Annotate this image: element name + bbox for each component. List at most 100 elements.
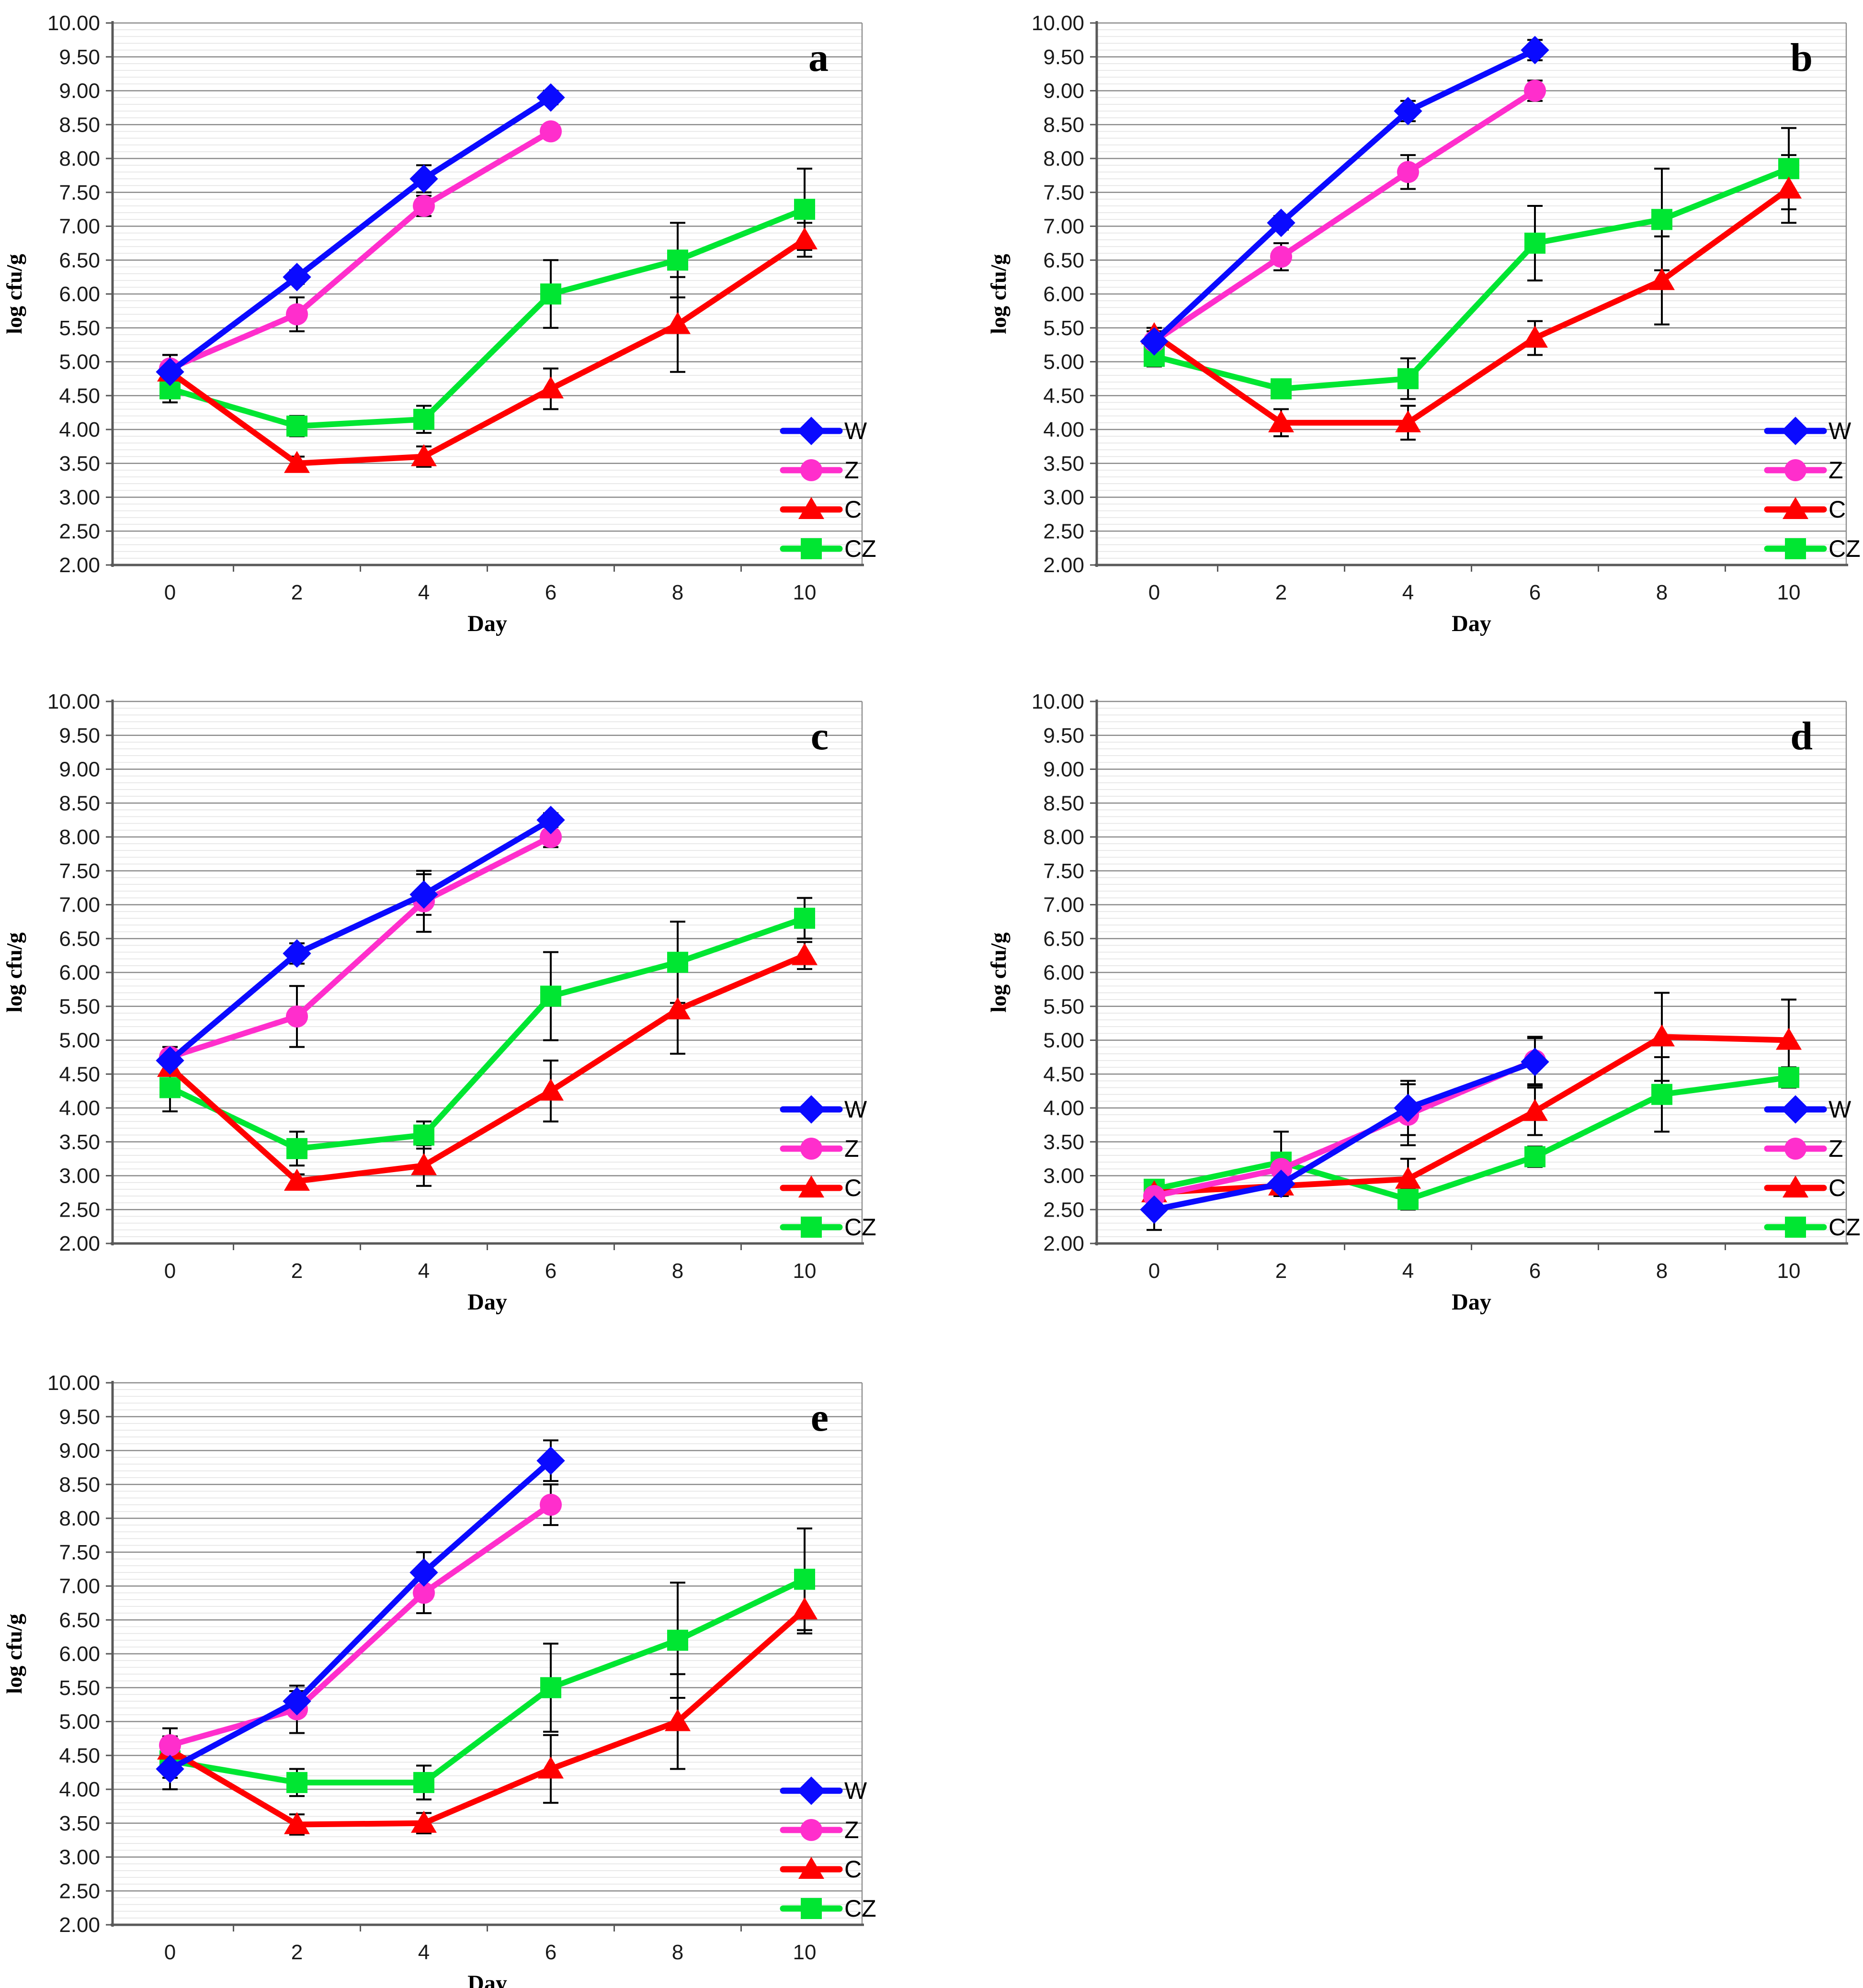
series-W-marker-day6 (1521, 1048, 1549, 1076)
x-tick-label: 2 (1275, 1259, 1287, 1283)
legend-marker-CZ (1785, 1217, 1806, 1238)
y-tick-labels: 2.00 2.50 3.00 3.50 4.00 4.50 5.00 5.50 6.00 6.50… (1032, 11, 1097, 577)
series-CZ-marker-day10 (1778, 1067, 1799, 1088)
x-axis-title: Day (1452, 611, 1491, 636)
y-tick-label: 5.00 (59, 1029, 100, 1052)
y-tick-label: 8.50 (59, 791, 100, 815)
y-tick-label: 8.00 (59, 825, 100, 849)
series-C-marker-day10 (1776, 1028, 1802, 1050)
series-W (156, 83, 565, 386)
legend-marker-C (1783, 1175, 1808, 1197)
series-Z-marker-day2 (1270, 1158, 1292, 1180)
y-tick-label: 10.00 (47, 11, 100, 35)
series-W-marker-day4 (1394, 1094, 1422, 1122)
x-tick-label: 2 (1275, 581, 1287, 604)
y-tick-label: 2.00 (1043, 553, 1084, 577)
series-W-marker-day4 (1394, 97, 1422, 125)
major-gridlines (1097, 700, 1846, 1244)
x-tick-label: 10 (793, 1259, 817, 1283)
legend-label-CZ: CZ (1829, 1214, 1861, 1241)
x-tick-label: 4 (418, 581, 430, 604)
series-CZ-marker-day2 (1271, 378, 1292, 400)
legend-label-CZ: CZ (1829, 535, 1861, 562)
series-Z (159, 120, 562, 380)
y-tick-label: 4.00 (59, 418, 100, 441)
series-Z-marker-day4 (413, 195, 435, 217)
y-axis-title: log cfu/g (2, 254, 26, 334)
legend-label-W: W (844, 418, 867, 444)
series-C-marker-day6 (538, 1078, 564, 1101)
series-CZ-marker-day8 (667, 1629, 688, 1651)
y-tick-label: 9.50 (1043, 45, 1084, 69)
y-tick-label: 5.00 (59, 350, 100, 374)
series-CZ-marker-day10 (794, 1569, 815, 1590)
series-W-marker-day2 (283, 939, 311, 968)
y-tick-label: 3.00 (59, 1164, 100, 1188)
y-tick-label: 7.50 (59, 181, 100, 204)
y-tick-label: 8.50 (59, 1473, 100, 1496)
series-Z-marker-day4 (1397, 161, 1419, 183)
series-C-marker-day8 (665, 997, 691, 1019)
series-C-line (1151, 186, 1792, 426)
y-tick-labels: 2.00 2.50 3.00 3.50 4.00 4.50 5.00 5.50 6.00 6.50… (47, 690, 113, 1255)
y-tick-label: 2.50 (59, 1879, 100, 1903)
legend-label-W: W (844, 1096, 867, 1123)
series-CZ-marker-day6 (1524, 1146, 1545, 1167)
series-CZ-marker-day4 (1397, 368, 1419, 389)
x-tick-label: 2 (291, 1259, 303, 1283)
x-tick-label: 8 (672, 1259, 683, 1283)
y-tick-label: 3.00 (1043, 486, 1084, 509)
series-Z-marker-day6 (540, 120, 562, 143)
y-tick-label: 2.50 (59, 520, 100, 543)
y-tick-label: 9.00 (1043, 79, 1084, 103)
series-C-marker-day4 (411, 1810, 437, 1833)
y-tick-label: 6.00 (59, 282, 100, 306)
series-C-marker-day10 (792, 227, 818, 249)
legend-label-Z: Z (844, 1817, 859, 1843)
y-tick-label: 9.50 (59, 724, 100, 747)
y-axis-title: log cfu/g (2, 932, 26, 1012)
series-W-marker-day0 (156, 358, 184, 386)
x-tick-label: 4 (1402, 1259, 1414, 1283)
x-tick-label: 6 (545, 581, 557, 604)
x-tick-label: 8 (1656, 1259, 1668, 1283)
legend-label-C: C (844, 1175, 862, 1201)
x-axis-title: Day (1452, 1289, 1491, 1315)
y-tick-label: 8.00 (59, 147, 100, 170)
series-W (1140, 1048, 1549, 1224)
y-tick-label: 6.00 (1043, 282, 1084, 306)
chart-e-plot: 2.00 2.50 3.00 3.50 4.00 4.50 5.00 5.50 6.00 6.50… (2, 1371, 876, 1988)
panel-letter-e: e (811, 1395, 829, 1440)
x-tick-label: 0 (1148, 581, 1160, 604)
series-C-marker-day2 (284, 451, 310, 473)
x-tick-label: 2 (291, 1941, 303, 1964)
series-CZ-marker-day4 (1397, 1189, 1419, 1210)
y-tick-label: 7.00 (59, 215, 100, 238)
series-CZ (159, 199, 815, 437)
series-Z (159, 1493, 562, 1757)
y-tick-label: 5.00 (1043, 1029, 1084, 1052)
legend: WZC CZ (1764, 417, 1861, 562)
legend-label-CZ: CZ (844, 1895, 876, 1922)
x-tick-label: 10 (793, 1941, 817, 1964)
x-tick-label: 4 (418, 1259, 430, 1283)
series-CZ (1144, 158, 1799, 400)
y-tick-label: 3.00 (1043, 1164, 1084, 1188)
y-tick-label: 5.00 (59, 1710, 100, 1734)
legend-label-CZ: CZ (844, 1214, 876, 1241)
legend-label-C: C (844, 496, 862, 523)
y-tick-label: 3.50 (1043, 1130, 1084, 1154)
y-tick-label: 10.00 (1032, 11, 1084, 35)
series-CZ-marker-day8 (1651, 1084, 1672, 1105)
y-axis-title: log cfu/g (986, 254, 1011, 334)
chart-panel-c: 2.00 2.50 3.00 3.50 4.00 4.50 5.00 5.50 6.00 6.50… (2, 690, 876, 1315)
series-C-marker-day8 (1649, 1024, 1675, 1047)
legend-marker-W (797, 1776, 826, 1805)
legend-marker-W (797, 417, 826, 445)
legend-marker-Z (1784, 459, 1806, 481)
series-CZ-line (1151, 166, 1792, 392)
legend: WZC CZ (1764, 1095, 1861, 1241)
series-C-marker-day10 (792, 943, 818, 965)
series-CZ-marker-day10 (794, 199, 815, 220)
series-CZ-line (167, 1576, 807, 1785)
